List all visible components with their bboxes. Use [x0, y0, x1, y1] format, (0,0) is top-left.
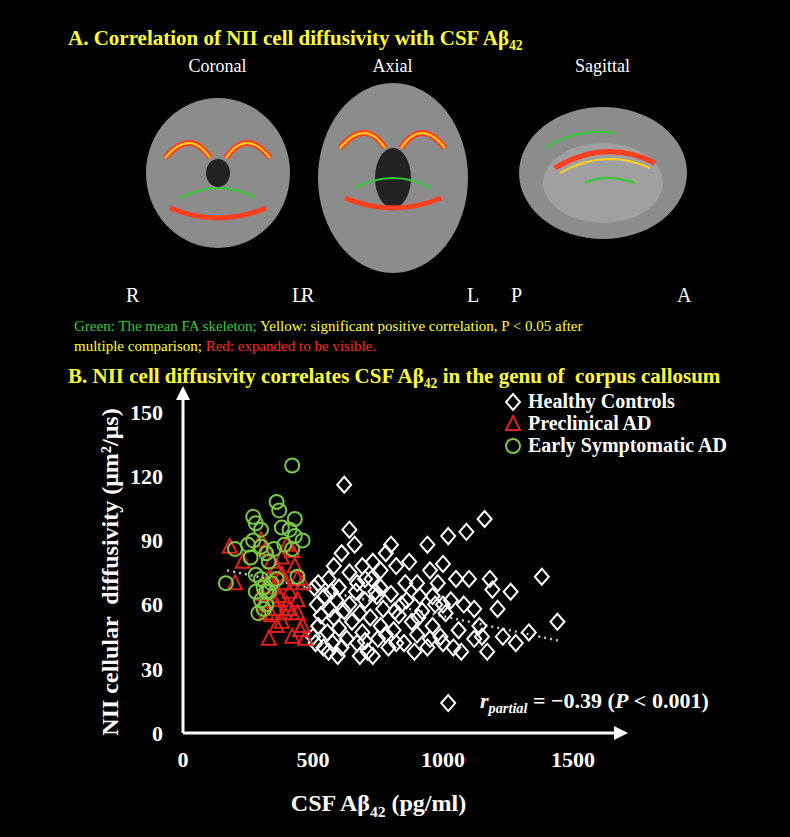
html-text:Healthy Controls: Healthy Controls — [528, 390, 675, 412]
html-text:A. Correlation of NII cell dif: A. Correlation of NII cell diffusivity w… — [68, 26, 523, 54]
html-text:rpartial= −0.39 (P < 0.001): rpartial= −0.39 (P < 0.001) — [480, 688, 709, 717]
svg-text:500: 500 — [297, 747, 330, 772]
svg-text:0: 0 — [152, 721, 163, 746]
html-text:R: R — [301, 284, 315, 306]
html-text:L: L — [467, 284, 480, 306]
svg-text:60: 60 — [141, 592, 163, 617]
svg-text:1000: 1000 — [421, 747, 465, 772]
html-text:CSF Aβ42(pg/ml): CSF Aβ42(pg/ml) — [290, 790, 467, 820]
html-text:Early Symptomatic AD: Early Symptomatic AD — [528, 434, 727, 456]
html-text:Coronal: Coronal — [188, 56, 247, 76]
svg-text:30: 30 — [141, 657, 163, 682]
html-text:B. NII cell diffusivity correl: B. NII cell diffusivity correlates CSF A… — [68, 364, 721, 392]
html-text:multiple comparison; Red: expa: multiple comparison; Red: expanded to be… — [74, 338, 376, 354]
svg-text:NII cellular diffusivity (μm²: NII cellular diffusivity (μm²/μs) — [97, 408, 123, 735]
html-text:Axial: Axial — [372, 56, 413, 76]
svg-text:120: 120 — [130, 464, 163, 489]
html-text:Sagittal: Sagittal — [575, 56, 630, 76]
html-text:A: A — [677, 284, 692, 306]
svg-text:150: 150 — [130, 400, 163, 425]
html-text:Green: The mean FA skeleton; Y: Green: The mean FA skeleton; Yellow: sig… — [74, 318, 583, 334]
svg-text:1500: 1500 — [551, 747, 595, 772]
html-text:P: P — [511, 284, 523, 306]
svg-text:0: 0 — [178, 747, 189, 772]
html-text:R: R — [126, 284, 140, 306]
svg-text:90: 90 — [141, 528, 163, 553]
html-text:Preclinical AD: Preclinical AD — [528, 412, 652, 434]
html-text:L: L — [292, 284, 305, 306]
